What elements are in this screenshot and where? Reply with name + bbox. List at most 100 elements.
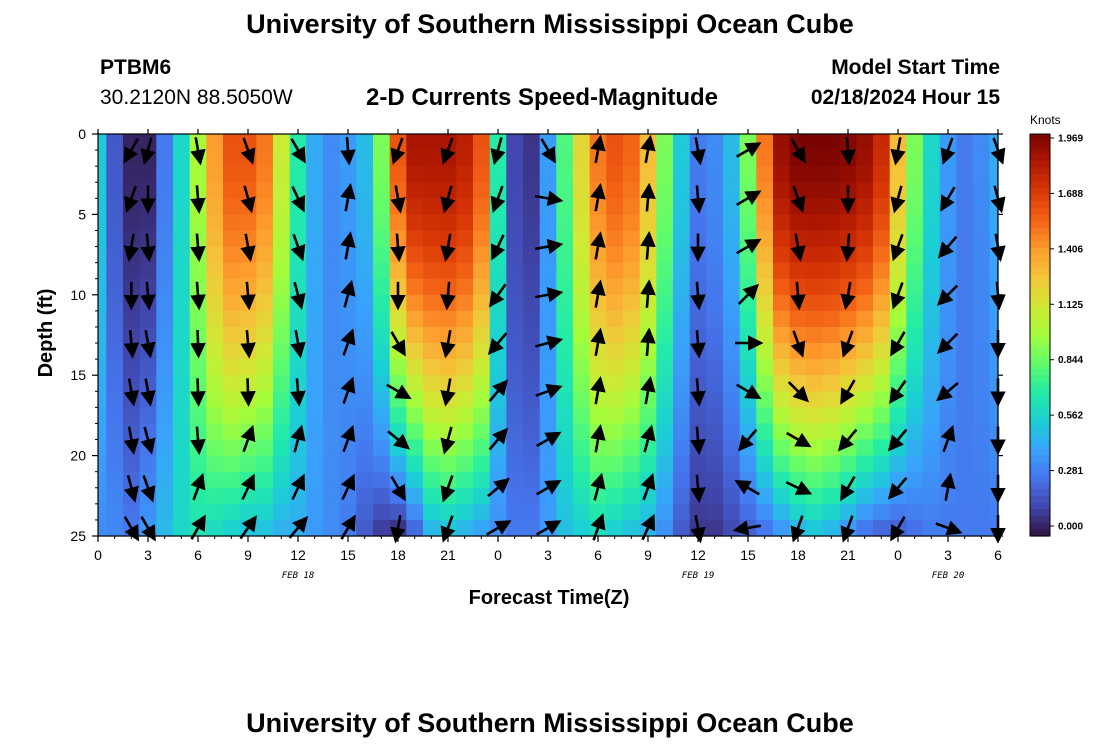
current-vector-arrow [840,379,856,405]
heatmap-cell [723,182,741,199]
colorbar-segment [1030,321,1050,329]
heatmap-cell [456,246,474,264]
heatmap-cell [589,294,607,312]
heatmap-cell [289,503,307,521]
current-vector-arrow [488,379,509,403]
heatmap-cell [706,150,724,167]
heatmap-cell [323,327,341,344]
heatmap-cell [706,310,724,328]
heatmap-cell [556,471,574,489]
heatmap-cell [773,391,791,408]
heatmap-cell [473,519,491,537]
x-tick-label: 9 [644,547,652,563]
heatmap-cell [206,391,224,408]
heatmap-cell [806,246,824,264]
heatmap-cell [456,134,474,151]
heatmap-cell [98,439,107,457]
heatmap-cell [206,198,224,215]
heatmap-cell [739,230,757,248]
heatmap-cell [289,214,307,232]
colorbar-segment [1030,281,1050,289]
heatmap-cell [206,359,224,376]
heatmap-cell [806,423,824,441]
current-vector-arrow [940,186,956,212]
heatmap-cell [456,327,474,344]
heatmap-cell [723,278,741,296]
heatmap-cell [823,294,841,312]
heatmap-cell [206,294,224,312]
heatmap-cell [773,487,791,505]
heatmap-cell [456,439,474,457]
heatmap-cell [789,407,807,425]
heatmap-cell [756,214,774,232]
heatmap-cell [339,262,357,280]
heatmap-cell [723,407,741,425]
current-vector-arrow [786,431,812,448]
heatmap-cell [723,198,741,215]
heatmap-cell [373,294,391,312]
heatmap-cell [839,166,857,183]
heatmap-cell [673,423,691,441]
heatmap-cell [189,134,207,151]
heatmap-cell [156,375,174,392]
colorbar-segment [1030,509,1050,517]
heatmap-cell [373,150,391,167]
heatmap-cell [856,327,874,344]
colorbar-segment [1030,174,1050,182]
heatmap-cell [456,391,474,408]
heatmap-cell [323,391,341,408]
heatmap-cell [206,471,224,489]
heatmap-cell [273,246,291,264]
heatmap-cell [723,423,741,441]
heatmap-cell [423,423,441,441]
heatmap-cell [706,391,724,408]
heatmap-cell [723,471,741,489]
heatmap-cell [289,262,307,280]
heatmap-cell [106,294,124,312]
heatmap-cell [439,503,457,521]
heatmap-cell [356,439,374,457]
heatmap-cell [706,214,724,232]
heatmap-cell [873,262,891,280]
heatmap-cell [473,246,491,264]
current-vector-arrow [386,383,412,400]
heatmap-cell [223,134,241,151]
colorbar-segment [1030,301,1050,309]
heatmap-cell [506,214,524,232]
heatmap-cell [473,327,491,344]
x-tick-label: 0 [494,547,502,563]
heatmap-cell [523,278,541,296]
heatmap-cell [156,150,174,167]
heatmap-cell [823,471,841,489]
heatmap-cell [423,503,441,521]
colorbar-segment [1030,187,1050,195]
heatmap-cell [439,182,457,199]
heatmap-cell [206,439,224,457]
heatmap-cell [356,246,374,264]
current-vector-arrow [590,424,606,453]
heatmap-cell [206,455,224,473]
heatmap-cell [523,166,541,183]
current-vector-arrow [123,378,140,407]
current-vector-arrow [340,231,356,260]
station-coordinates: 30.2120N 88.5050W [100,86,293,109]
current-vector-arrow [590,375,606,405]
heatmap-cell [989,262,999,280]
heatmap-cell [373,214,391,232]
heatmap-cell [256,150,274,167]
heatmap-cell [139,310,157,328]
heatmap-cell [106,359,124,376]
heatmap-cell [889,310,907,328]
heatmap-cell [756,439,774,457]
heatmap-cell [98,423,107,441]
heatmap-cell [406,327,424,344]
heatmap-cell [373,327,391,344]
x-tick-label: 15 [340,547,356,563]
heatmap-cell [206,423,224,441]
heatmap-cell [106,230,124,248]
heatmap-cell [256,391,274,408]
heatmap-cell [223,391,241,408]
heatmap-cell [656,246,674,264]
heatmap-cell [673,278,691,296]
heatmap-cell [306,246,324,264]
